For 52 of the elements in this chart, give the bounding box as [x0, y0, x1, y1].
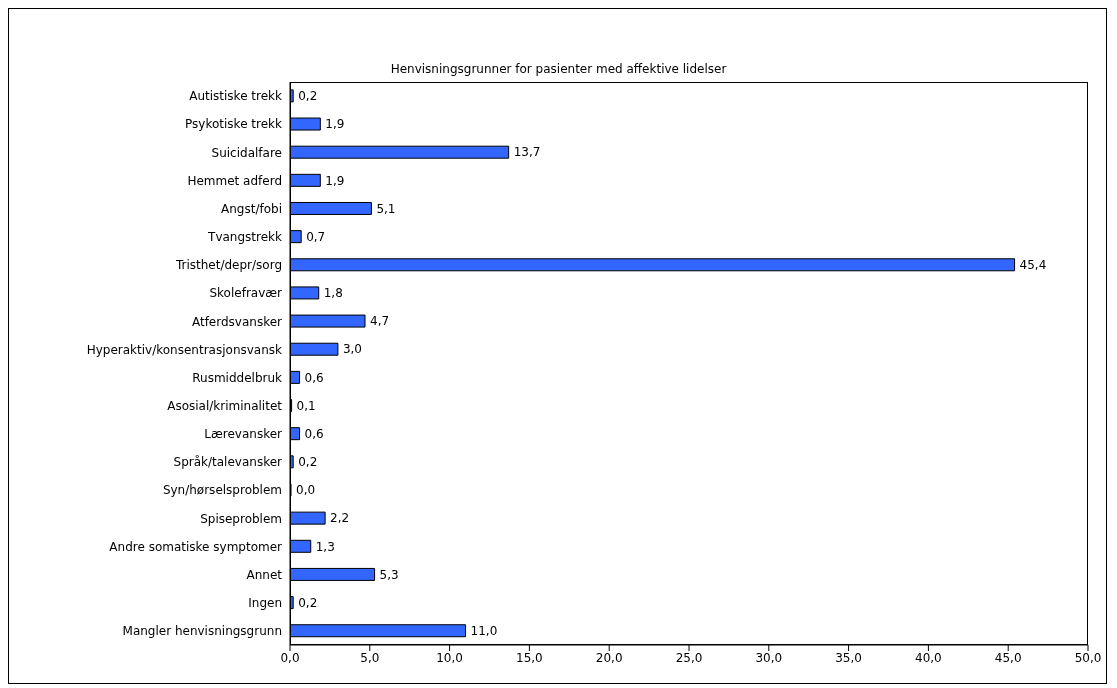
data-label: 11,0: [470, 623, 498, 638]
x-tick-label: 0,0: [280, 650, 300, 665]
data-label: 45,4: [1019, 258, 1047, 273]
x-tick-label: 5,0: [360, 650, 380, 665]
data-label: 0,6: [304, 370, 324, 385]
y-tick-label: Asosial/kriminalitet: [167, 398, 283, 413]
data-label: 0,6: [304, 426, 324, 441]
y-tick-label: Rusmiddelbruk: [192, 370, 283, 385]
y-tick-label: Syn/hørselsproblem: [162, 483, 282, 498]
x-tick-label: 25,0: [675, 650, 703, 665]
data-label: 0,1: [296, 398, 316, 413]
x-tick-label: 10,0: [436, 650, 463, 665]
data-label: 3,0: [342, 342, 362, 357]
data-label: 5,1: [376, 201, 396, 216]
y-tick-label: Skolefravær: [209, 286, 283, 301]
y-tick-label: Lærevansker: [204, 427, 283, 442]
data-label: 1,3: [315, 539, 335, 554]
x-tick-label: 35,0: [835, 650, 862, 665]
data-label: 1,8: [323, 286, 343, 301]
data-label: 0,7: [306, 229, 326, 244]
y-tick-label: Hemmet adferd: [187, 173, 282, 188]
y-tick-label: Autistiske trekk: [189, 89, 283, 104]
x-tick-label: 30,0: [755, 650, 783, 665]
data-label: 5,3: [379, 567, 399, 582]
data-label: 2,2: [330, 511, 350, 526]
y-tick-label: Hyperaktiv/konsentrasjonsvansk: [86, 342, 283, 357]
y-tick-label: Tristhet/depr/sorg: [174, 258, 282, 273]
x-tick-label: 50,0: [1074, 650, 1102, 665]
y-tick-label: Spiseproblem: [200, 511, 282, 526]
data-label: 0,0: [296, 483, 316, 498]
y-tick-label: Mangler henvisningsgrunn: [122, 624, 282, 639]
y-tick-label: Angst/fobi: [221, 201, 282, 216]
y-tick-label: Tvangstrekk: [207, 230, 283, 245]
x-tick-label: 45,0: [994, 650, 1022, 665]
y-tick-label: Språk/talevansker: [173, 455, 283, 470]
y-tick-label: Ingen: [248, 596, 282, 611]
x-tick-label: 20,0: [595, 650, 623, 665]
data-label: 1,9: [325, 117, 345, 132]
data-label: 4,7: [370, 314, 390, 329]
y-tick-label: Andre somatiske symptomer: [109, 539, 283, 554]
x-tick-label: 40,0: [915, 650, 942, 665]
data-label: 0,2: [298, 455, 318, 470]
y-tick-label: Annet: [246, 567, 283, 582]
x-tick-label: 15,0: [516, 650, 543, 665]
data-label: 0,2: [298, 595, 318, 610]
data-label: 0,2: [298, 89, 318, 104]
data-label: 13,7: [513, 145, 541, 160]
data-label: 1,9: [325, 173, 345, 188]
y-tick-label: Psykotiske trekk: [185, 117, 283, 132]
y-tick-label: Atferdsvansker: [191, 314, 283, 329]
y-tick-label: Suicidalfare: [211, 145, 282, 160]
chart-title: Henvisningsgrunner for pasienter med affektive lidelser: [389, 62, 728, 76]
